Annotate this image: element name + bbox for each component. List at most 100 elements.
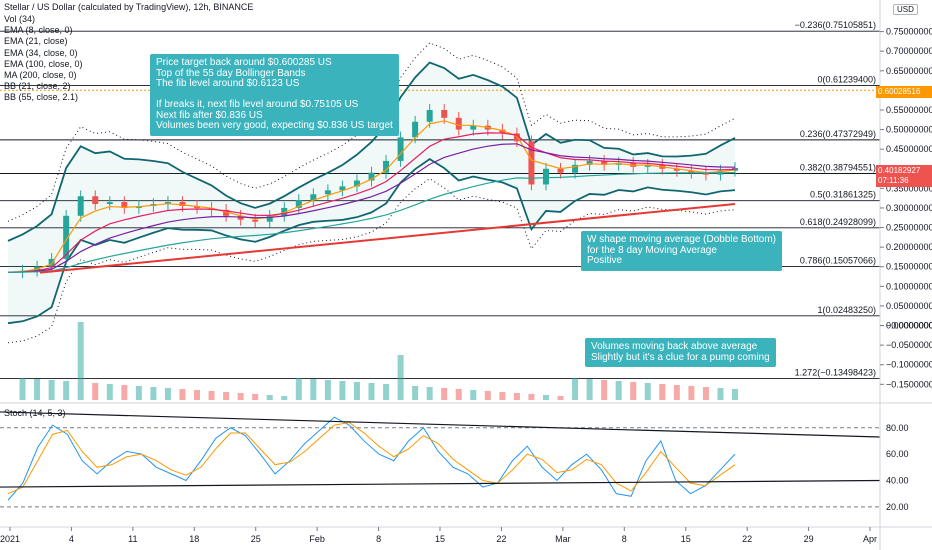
volume-bar [542, 395, 549, 400]
candle-body [383, 160, 390, 173]
volume-bar [383, 384, 390, 400]
volume-bar [310, 379, 317, 400]
volume-bar [368, 383, 375, 400]
volume-bar [295, 378, 302, 400]
candle-body [266, 215, 273, 222]
candle-body [121, 202, 128, 208]
fib-level-label: −0.236(0.75105851) [795, 20, 876, 30]
volume-bar [688, 386, 695, 400]
indicator-label-0[interactable]: Vol (34) [4, 14, 36, 24]
time-tick-label: 8 [376, 534, 381, 544]
time-tick-label: Mar [555, 534, 571, 544]
volume-bar [266, 395, 273, 400]
indicator-label-2[interactable]: EMA (21, close) [4, 36, 68, 47]
volume-bars [19, 322, 738, 400]
candlesticks [19, 104, 738, 279]
volume-bar [557, 396, 564, 400]
volume-bar [77, 322, 84, 400]
candle-body [281, 207, 288, 216]
ma-200 [39, 203, 736, 274]
price-tick-label: 0.35000000 [886, 183, 932, 193]
stoch-tick-label: 60.00 [886, 449, 909, 459]
volume-bar [135, 386, 142, 400]
candle-body [179, 202, 186, 206]
volume-bar [339, 381, 346, 400]
volume-bar [470, 390, 477, 400]
price-tick-label: 0.25000000 [886, 223, 932, 233]
candle-body [92, 196, 99, 205]
candle-body [106, 202, 113, 205]
stoch-trendline-upper [0, 411, 881, 438]
stoch-trendline [0, 479, 881, 488]
callout-w-shape: W shape moving average (Dobble Bottom) f… [581, 231, 782, 271]
volume-bar [19, 378, 26, 400]
price-tick-label: 0.30000000 [886, 203, 932, 213]
fib-level-label: 1(0.02483250) [817, 305, 876, 315]
volume-bar [63, 381, 70, 400]
ema-100 [7, 171, 736, 273]
indicator-label-5[interactable]: MA (200, close, 0) [4, 70, 77, 80]
volume-bar [426, 387, 433, 400]
time-tick-label: 25 [251, 534, 261, 544]
price-tick-label: 0.20000000 [886, 242, 932, 252]
volume-bar [455, 389, 462, 400]
currency-badge[interactable]: USD [893, 4, 918, 15]
indicator-label-3[interactable]: EMA (34, close, 0) [4, 47, 78, 58]
volume-bar [673, 385, 680, 400]
candle-body [732, 167, 738, 171]
volume-bar [281, 396, 288, 400]
time-tick-label: 15 [435, 534, 445, 544]
indicator-label-1[interactable]: EMA (8, close, 0) [4, 25, 73, 36]
fib-retracement: −0.236(0.75105851) 0(0.61239400) 0.236(0.4… [0, 20, 880, 379]
price-tick-label: 0.55000000 [886, 105, 932, 115]
fib-level-label: 0.236(0.47372949) [800, 129, 876, 139]
volume-bar [252, 394, 259, 400]
candle-body [164, 202, 171, 205]
candle-body [252, 219, 259, 222]
bb-upper [7, 61, 736, 242]
candle-body [688, 170, 695, 173]
volume-bar [353, 382, 360, 400]
price-tick-label: 0.70000000 [886, 46, 932, 56]
volume-bar [702, 387, 709, 400]
time-tick-label: Apr [863, 534, 877, 544]
candle-body [223, 209, 230, 216]
indicator-label-7[interactable]: BB (55, close, 2.1) [4, 92, 79, 103]
candle-body [702, 172, 709, 175]
price-tick-label: −0.15000000 [886, 379, 932, 389]
candle-body [528, 141, 535, 185]
volume-bar [441, 388, 448, 400]
price-tick-label: 0.00000000 [886, 321, 932, 331]
time-tick-label: 29 [804, 534, 814, 544]
volume-bar [179, 389, 186, 400]
candle-body [455, 117, 462, 130]
time-tick-label: 2021 [0, 534, 20, 544]
price-grid [0, 402, 932, 528]
stoch-label[interactable]: Stoch (14, 5, 3) [4, 408, 66, 418]
time-axis[interactable]: 2021 4 11 18 25 Feb 8 15 22 Mar 8 15 22 29 Apr [0, 527, 877, 544]
indicator-label-6[interactable]: BB (21, close, 2) [4, 81, 71, 92]
volume-bar [615, 381, 622, 400]
volume-bar [223, 392, 230, 400]
volume-bar [412, 386, 419, 400]
bb-fill [8, 62, 735, 324]
volume-bar [164, 388, 171, 400]
candle-body [644, 164, 651, 167]
bb-lower [7, 158, 736, 325]
time-tick-label: Feb [309, 534, 325, 544]
candle-body [499, 129, 506, 134]
candle-body [397, 137, 404, 161]
candle-body [324, 190, 331, 195]
volume-bar [586, 379, 593, 400]
price-axis[interactable]: 0.75000000 0.70000000 0.65000000 0.55000000… [879, 0, 932, 550]
volume-bar [484, 391, 491, 400]
volume-bar [48, 380, 55, 400]
indicator-label-4[interactable]: EMA (100, close, 0) [4, 58, 83, 69]
fib-level-label: 0(0.61239400) [817, 75, 876, 85]
current-price-tag: 0.40182927 [876, 165, 932, 177]
price-tick-label: 0.75000000 [886, 27, 932, 37]
candle-body [586, 160, 593, 165]
fib-level-label: 1.272(−0.13498423) [795, 367, 876, 377]
candle-body [368, 172, 375, 181]
